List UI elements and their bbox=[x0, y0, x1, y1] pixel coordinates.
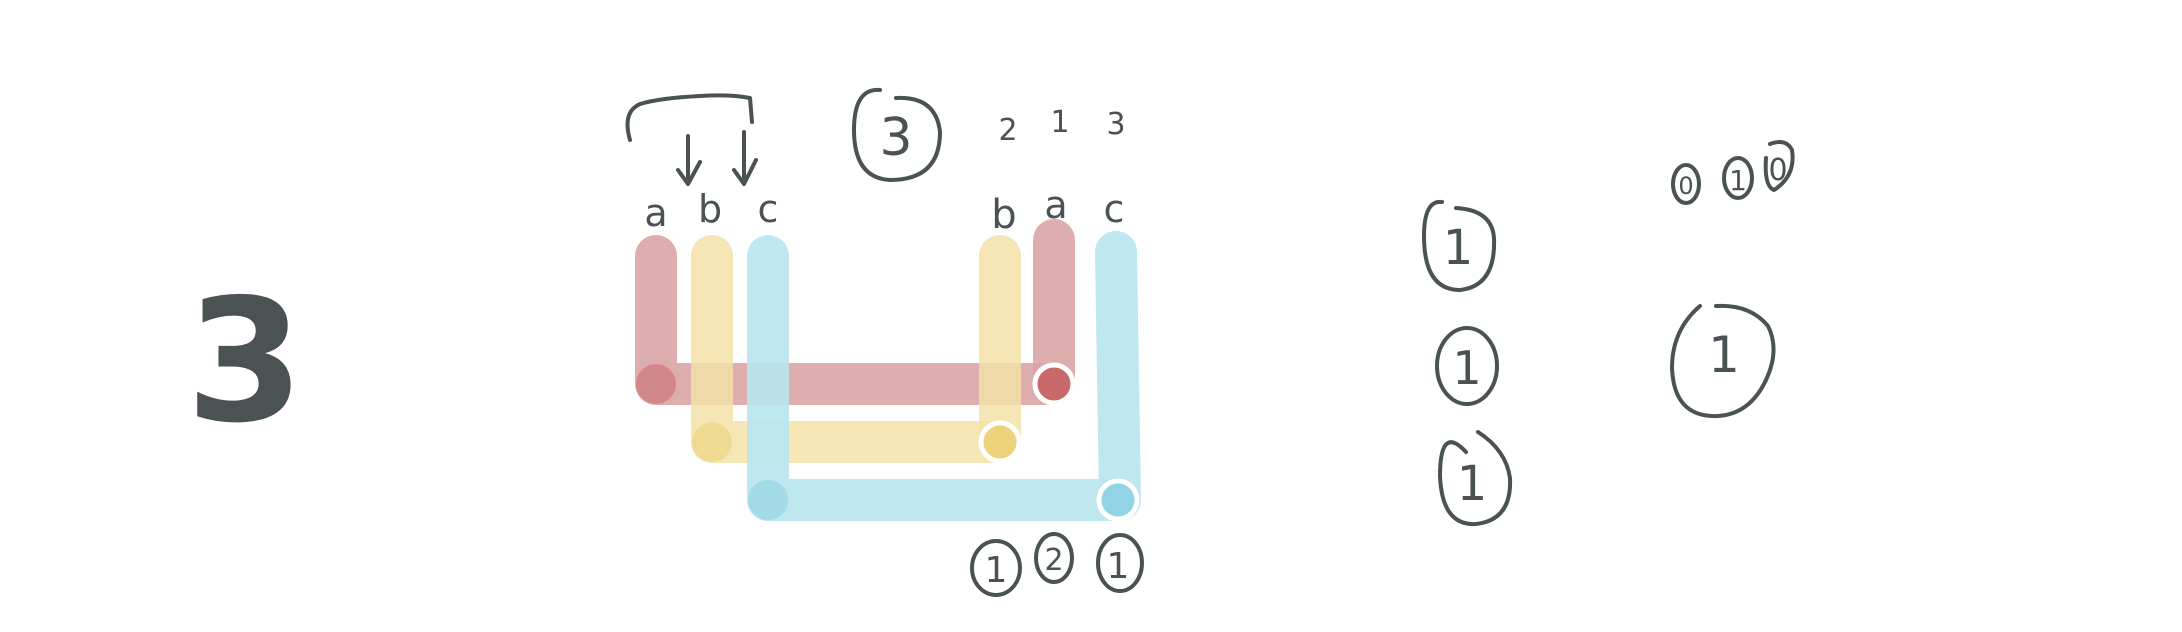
big-digit-label: 3 bbox=[186, 263, 304, 461]
right-wire-label-a: a bbox=[1044, 183, 1067, 227]
bottom-mark-3-label: 1 bbox=[1107, 546, 1130, 587]
mid-mark-1: 1 bbox=[1422, 199, 1497, 292]
bottom-mark-2-label: 2 bbox=[1044, 543, 1063, 578]
bottom-mark-2: 2 bbox=[1034, 532, 1074, 584]
right-top-mark-3-label: 0 bbox=[1768, 153, 1787, 188]
right-big-mark: 1 bbox=[1670, 303, 1776, 419]
wire-b-endpoint bbox=[978, 420, 1022, 464]
right-wire-index-2: 1 bbox=[1050, 105, 1069, 140]
mid-mark-2: 1 bbox=[1435, 326, 1499, 406]
right-wire-label-c: c bbox=[1104, 187, 1125, 231]
mid-mark-3: 1 bbox=[1438, 430, 1513, 527]
wire-a-corner bbox=[636, 364, 676, 404]
right-top-mark-2-label: 1 bbox=[1729, 164, 1747, 197]
right-wire-index-3: 3 bbox=[1106, 107, 1125, 142]
left-wire-label-b: b bbox=[698, 187, 722, 231]
right-top-mark-1: 0 bbox=[1671, 163, 1701, 205]
wire-a-endpoint bbox=[1032, 362, 1076, 406]
swap-bracket bbox=[625, 93, 758, 186]
bottom-mark-3: 1 bbox=[1096, 533, 1144, 593]
mid-mark-1-label: 1 bbox=[1443, 220, 1474, 276]
wire-c-corner bbox=[748, 480, 788, 520]
right-big-mark-label: 1 bbox=[1708, 326, 1740, 384]
right-wire-label-b: b bbox=[991, 192, 1016, 238]
right-top-mark-1-label: 0 bbox=[1678, 172, 1693, 200]
bottom-mark-1-label: 1 bbox=[985, 550, 1008, 591]
left-wire-label-a: a bbox=[644, 191, 667, 235]
right-top-mark-2: 1 bbox=[1722, 156, 1754, 200]
mid-mark-2-label: 1 bbox=[1452, 341, 1481, 395]
bottom-mark-1: 1 bbox=[970, 539, 1022, 597]
right-top-mark-3: 0 bbox=[1763, 140, 1795, 192]
left-wire-label-c: c bbox=[758, 187, 779, 231]
mid-mark-3-label: 1 bbox=[1457, 456, 1488, 512]
cycle-count-mark: 3 bbox=[852, 87, 942, 182]
right-wire-index-1: 2 bbox=[998, 113, 1017, 148]
wire-b-corner bbox=[692, 422, 732, 462]
wire-c-endpoint bbox=[1096, 478, 1140, 522]
cycle-count-label: 3 bbox=[879, 108, 912, 168]
